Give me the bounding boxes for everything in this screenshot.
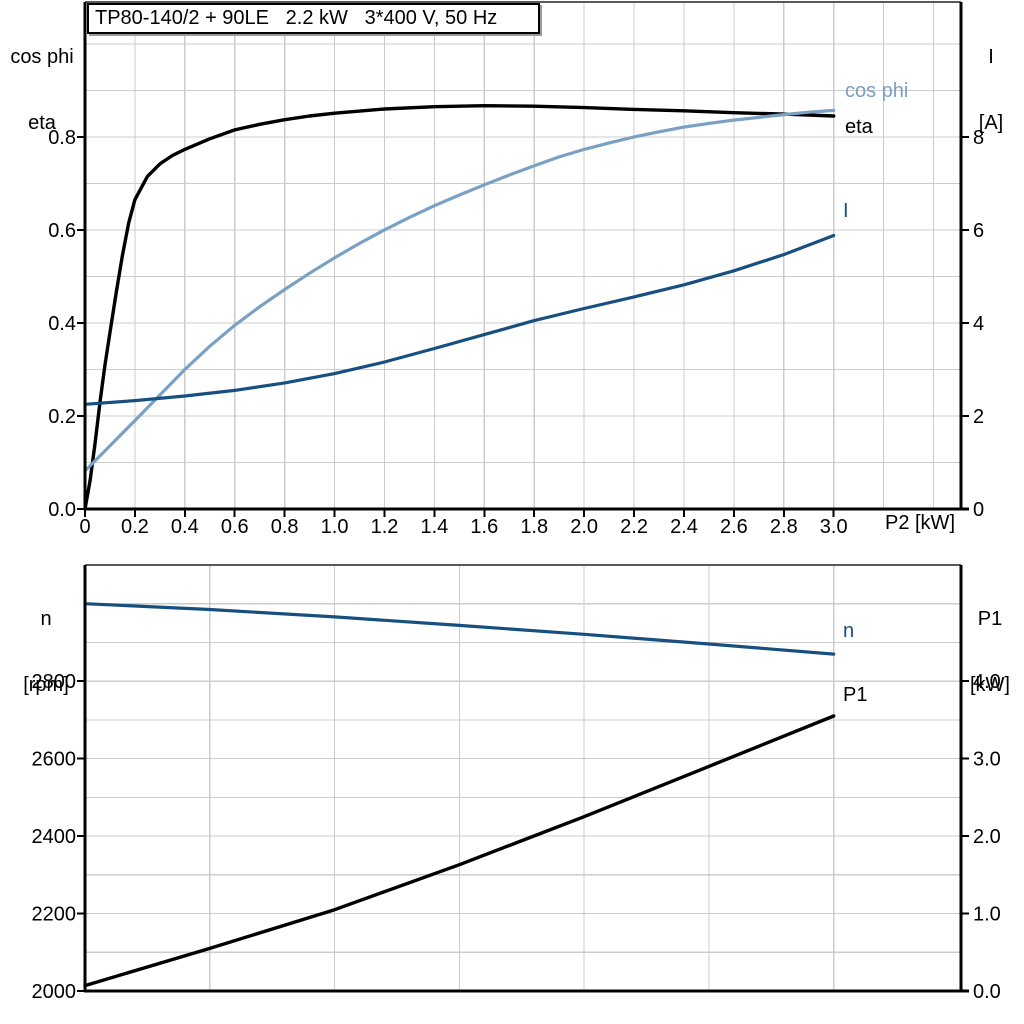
curves <box>83 103 836 511</box>
x-tick-label: 1.6 <box>470 516 498 538</box>
curve-I <box>83 233 836 406</box>
bottom-chart: 2000 2200 2400 2600 2800 0.0 1.0 2.0 3.0 4.0 <box>32 564 1001 1003</box>
x-tick-label: 0 <box>79 516 90 538</box>
left-tick-label: 2200 <box>32 904 77 926</box>
axes <box>77 564 969 993</box>
right-tick-label: 0 <box>973 499 984 521</box>
left-tick-label: 0.0 <box>48 499 76 521</box>
top-chart: 0.0 0.2 0.4 0.6 0.8 0 2 4 6 8 0 0.2 0.4 0.6 0.8 1.0 1.2 1… <box>48 1 984 538</box>
curve-label-p1: P1 <box>843 684 868 706</box>
left-tick-label: 0.2 <box>48 406 76 428</box>
left-tick-label: 2600 <box>32 749 77 771</box>
x-tick-label: 3.0 <box>820 516 848 538</box>
grid <box>85 565 961 991</box>
left-tick-label: 0.8 <box>48 127 76 149</box>
x-tick-label: 0.8 <box>271 516 299 538</box>
curve-label-cos-phi: cos phi <box>845 80 909 102</box>
curve-cos-phi <box>83 108 836 473</box>
x-tick-label: 2.6 <box>720 516 748 538</box>
x-tick-label: 2.2 <box>620 516 648 538</box>
axes <box>77 1 969 517</box>
left-tick-label: 2000 <box>32 981 77 1003</box>
x-tick-label: 0.4 <box>171 516 199 538</box>
axis-title-cos-phi: cos phi <box>10 46 74 68</box>
x-tick-label: 1.4 <box>420 516 448 538</box>
right-tick-label: 6 <box>973 220 984 242</box>
right-tick-label: 2.0 <box>973 826 1001 848</box>
left-tick-label: 0.4 <box>48 313 76 335</box>
right-tick-label: 4.0 <box>973 671 1001 693</box>
axis-title-speed-unit: [rpm] <box>23 674 69 696</box>
right-tick-label: 2 <box>973 406 984 428</box>
right-tick-label: 4 <box>973 313 984 335</box>
curve-label-speed: n <box>843 620 855 642</box>
x-axis-title: P2 [kW] <box>884 512 955 534</box>
axis-title-current-unit: [A] <box>978 112 1004 134</box>
axis-title-speed: n <box>40 608 52 630</box>
curve-eta <box>83 103 836 511</box>
x-tick-label: 0.2 <box>121 516 149 538</box>
grid <box>85 2 961 509</box>
curves <box>83 602 836 988</box>
x-tick-label: 1.2 <box>371 516 399 538</box>
top-left-axis-title: cos phi eta <box>0 2 84 178</box>
left-tick-label: 0.6 <box>48 220 76 242</box>
right-tick-label: 0.0 <box>973 981 1001 1003</box>
x-tick-label: 0.6 <box>221 516 249 538</box>
x-tick-label: 2.4 <box>670 516 698 538</box>
x-tick-label: 1.8 <box>520 516 548 538</box>
curve-label-eta: eta <box>845 116 873 138</box>
x-tick-label: 1.0 <box>321 516 349 538</box>
axis-title-p1-unit: [kW] <box>970 674 1010 696</box>
curve-n <box>83 602 836 656</box>
right-tick-label: 3.0 <box>973 749 1001 771</box>
axis-title-p1: P1 <box>977 608 1003 630</box>
chart-title-box: TP80-140/2 + 90LE 2.2 kW 3*400 V, 50 Hz <box>87 3 540 34</box>
right-tick-label: 8 <box>973 127 984 149</box>
right-tick-label: 1.0 <box>973 904 1001 926</box>
left-tick-label: 2400 <box>32 826 77 848</box>
left-tick-label: 2800 <box>32 671 77 693</box>
x-tick-label: 2.0 <box>570 516 598 538</box>
axis-title-eta: eta <box>28 112 56 134</box>
bottom-left-axis-title: n [rpm] <box>2 564 90 740</box>
axis-title-current: I <box>988 46 994 68</box>
curve-label-current: I <box>843 200 849 222</box>
top-right-axis-title: I [A] <box>963 2 1019 178</box>
bottom-right-axis-title: P1 [kW] <box>960 564 1020 740</box>
x-tick-label: 2.8 <box>770 516 798 538</box>
curve-P1 <box>83 714 836 988</box>
